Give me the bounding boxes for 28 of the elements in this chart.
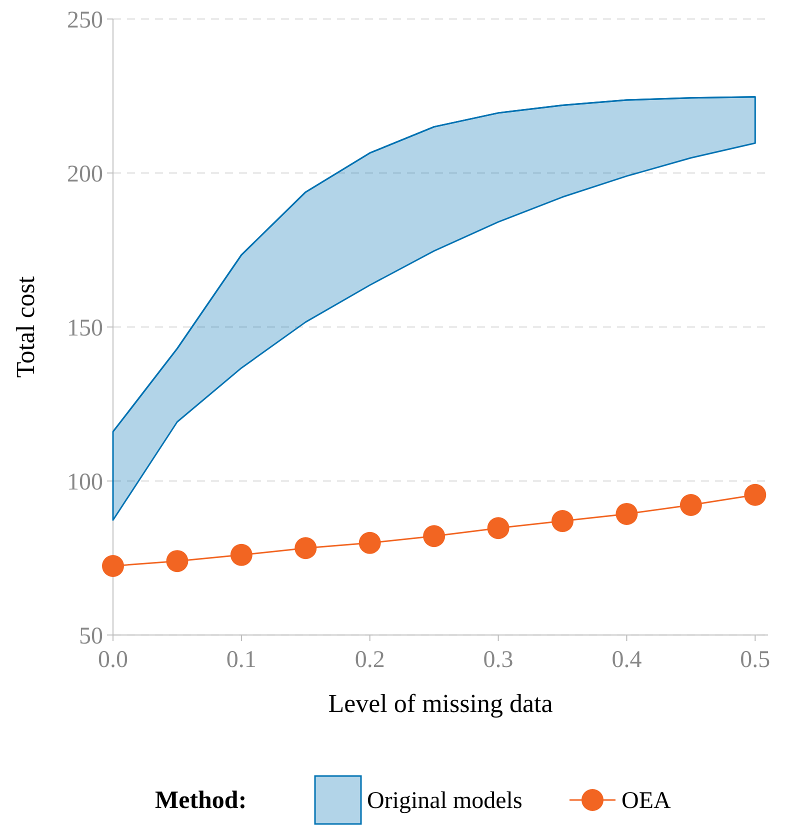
y-tick-label: 150 — [67, 315, 103, 342]
x-axis-title: Level of missing data — [328, 689, 554, 718]
point — [680, 494, 702, 516]
point — [487, 517, 510, 540]
x-tick-label: 0.5 — [740, 647, 770, 673]
y-tick-label: 100 — [67, 469, 103, 496]
point — [166, 550, 188, 572]
legend-title: Method: — [155, 787, 247, 814]
y-tick-label: 200 — [67, 161, 103, 188]
point — [552, 510, 574, 532]
y-axis-title: Total cost — [11, 276, 40, 378]
point — [616, 502, 638, 525]
x-tick-label: 0.2 — [354, 647, 385, 673]
point — [358, 532, 381, 554]
x-tick-label: 0.1 — [226, 647, 256, 673]
legend-label: OEA — [622, 788, 672, 814]
legend-label: Original models — [367, 788, 522, 814]
x-tick-label: 0.3 — [483, 647, 514, 673]
point — [294, 537, 317, 560]
line-series — [112, 96, 756, 432]
point — [230, 544, 252, 566]
point — [423, 525, 446, 548]
point — [102, 555, 124, 578]
y-tick-label: 250 — [67, 7, 103, 34]
y-tick-label: 50 — [79, 623, 103, 650]
point — [744, 484, 766, 506]
x-tick-label: 0.0 — [98, 647, 128, 673]
x-tick-label: 0.4 — [612, 647, 642, 673]
